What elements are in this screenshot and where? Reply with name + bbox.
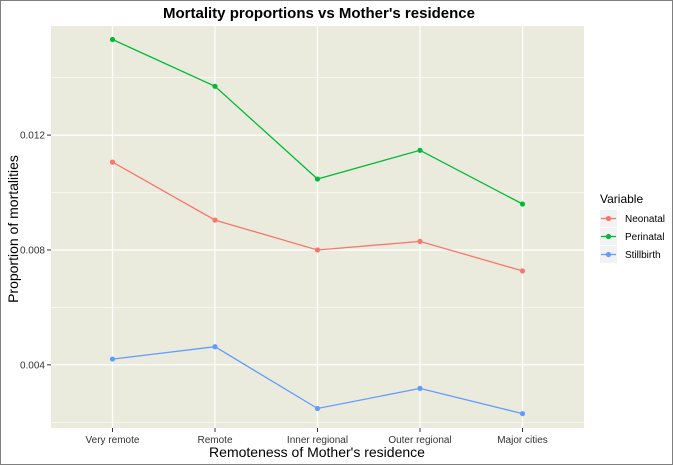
y-tick-label: 0.012 [20,131,45,142]
neonatal-point [212,217,218,223]
stillbirth-point [417,385,423,391]
stillbirth-point [212,344,218,350]
neonatal-legend-point [605,215,612,222]
neonatal-point [417,238,423,244]
perinatal-legend-label: Perinatal [625,232,664,243]
perinatal-point [212,83,218,89]
perinatal-point [519,201,526,207]
x-tick-labels: Very remote Remote Inner regional Outer reg… [86,435,548,446]
legend-title: Variable [600,192,643,206]
axis-ticks [47,134,523,432]
perinatal-point [417,147,423,153]
stillbirth-point [314,405,321,412]
x-tick-label: Remote [197,435,232,446]
x-tick-label: Inner regional [287,435,348,446]
neonatal-point [109,159,116,165]
perinatal-legend-point [605,233,612,240]
stillbirth-point [519,411,526,417]
neonatal-legend-label: Neonatal [625,214,665,225]
x-tick-label: Outer regional [388,435,451,446]
y-tick-label: 0.004 [20,360,45,371]
series-points [109,36,526,417]
y-tick-labels: 0.004 0.008 0.012 [20,131,45,372]
y-tick-label: 0.008 [20,245,45,256]
neonatal-point [314,247,321,253]
chart-title: Mortality proportions vs Mother's reside… [163,5,475,22]
stillbirth-legend-label: Stillbirth [625,250,661,261]
x-tick-label: Very remote [86,435,140,446]
y-axis-title: Proportion of mortalities [5,155,21,303]
legend: Variable Neonatal Perinatal Stillbirth [600,192,665,263]
perinatal-point [109,36,116,43]
neonatal-point [519,268,526,274]
stillbirth-point [109,356,116,362]
stillbirth-legend-point [605,251,612,258]
perinatal-point [314,176,321,182]
x-tick-label: Major cities [497,435,548,446]
legend-keys: Neonatal Perinatal Stillbirth [600,210,665,263]
x-axis-title: Remoteness of Mother's residence [209,444,425,460]
